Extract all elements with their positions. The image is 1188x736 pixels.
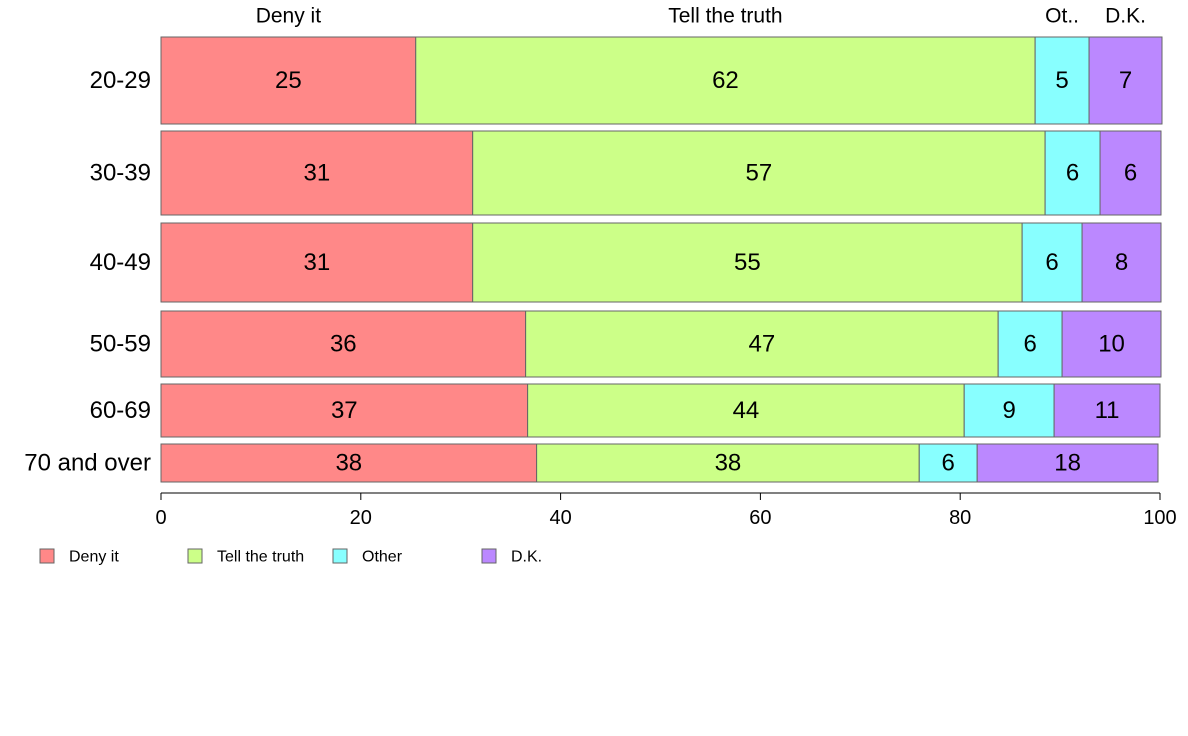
bar-value-label: 31 [303, 160, 330, 187]
bar-40-49-d-k [1081, 222, 1162, 303]
legend-label-other: Other [362, 549, 403, 566]
bar-value-label: 10 [1098, 331, 1125, 358]
top-label-ot: Ot.. [1045, 5, 1079, 28]
bar-value-label: 57 [746, 160, 773, 187]
row-labels: 20-29 30-39 40-49 50-59 60-69 70 and over [24, 67, 151, 477]
bar-value-label: 6 [1023, 331, 1036, 358]
row-label-70-and-over: 70 and over [24, 450, 151, 477]
bar-20-29-deny-it [160, 36, 417, 125]
x-tick-label: 60 [749, 507, 771, 529]
bar-value-label: 18 [1054, 450, 1081, 477]
bar-50-59-tell-the-truth [525, 310, 999, 378]
bar-70-and-over-tell-the-truth [536, 443, 920, 483]
row-label-40-49: 40-49 [90, 249, 151, 276]
bar-value-label: 31 [303, 249, 330, 276]
row-label-20-29: 20-29 [90, 67, 151, 94]
row-label-50-59: 50-59 [90, 331, 151, 358]
bar-30-39-d-k [1099, 130, 1162, 216]
row-label-60-69: 60-69 [90, 397, 151, 424]
bar-30-39-deny-it [160, 130, 474, 216]
legend-label-deny-it: Deny it [69, 549, 119, 566]
row-label-30-39: 30-39 [90, 160, 151, 187]
x-tick-label: 0 [155, 507, 166, 529]
bar-value-label: 9 [1002, 397, 1015, 424]
bar-value-label: 36 [330, 331, 357, 358]
bar-40-49-deny-it [160, 222, 474, 303]
bar-60-69-tell-the-truth [527, 383, 965, 438]
top-label-tell-the-truth: Tell the truth [668, 5, 782, 28]
top-category-labels: Deny it Tell the truth Ot.. D.K. [256, 5, 1146, 28]
legend-swatch-d-k [481, 548, 497, 564]
bar-value-label: 44 [733, 397, 760, 424]
bar-value-label: 7 [1119, 67, 1132, 94]
legend-swatch-other [332, 548, 348, 564]
legend: Deny it Tell the truth Other D.K. [39, 548, 542, 566]
bar-value-label: 8 [1115, 249, 1128, 276]
bar-value-label: 38 [335, 450, 362, 477]
bar-60-69-other [963, 383, 1055, 438]
top-label-deny-it: Deny it [256, 5, 322, 28]
bar-value-label: 38 [715, 450, 742, 477]
bar-value-label: 5 [1055, 67, 1068, 94]
bar-value-label: 62 [712, 67, 739, 94]
bar-50-59-deny-it [160, 310, 527, 378]
bar-40-49-tell-the-truth [472, 222, 1023, 303]
legend-swatch-deny-it [39, 548, 55, 564]
bar-value-label: 6 [1066, 160, 1079, 187]
bar-70-and-over-other [918, 443, 978, 483]
bar-60-69-deny-it [160, 383, 529, 438]
x-axis: 0 20 40 60 80 100 [155, 492, 1177, 529]
bar-50-59-d-k [1061, 310, 1162, 378]
x-tick-label: 100 [1143, 507, 1176, 529]
bar-value-label: 37 [331, 397, 358, 424]
bar-20-29-other [1034, 36, 1090, 125]
x-tick-label: 80 [949, 507, 971, 529]
bar-30-39-tell-the-truth [472, 130, 1046, 216]
bar-value-label: 25 [275, 67, 302, 94]
bar-70-and-over-deny-it [160, 443, 538, 483]
bar-value-label: 6 [1045, 249, 1058, 276]
legend-label-d-k: D.K. [511, 549, 542, 566]
x-tick-label: 40 [549, 507, 571, 529]
bar-value-label: 47 [749, 331, 776, 358]
bar-value-label: 6 [1124, 160, 1137, 187]
legend-label-tell-the-truth: Tell the truth [217, 549, 304, 566]
x-tick-label: 20 [350, 507, 372, 529]
bar-value-label: 55 [734, 249, 761, 276]
bar-60-69-d-k [1053, 383, 1161, 438]
bar-70-and-over-d-k [976, 443, 1159, 483]
top-label-d-k: D.K. [1105, 5, 1146, 28]
bar-value-label: 11 [1095, 397, 1120, 424]
legend-swatch-tell-the-truth [187, 548, 203, 564]
bar-30-39-other [1044, 130, 1101, 216]
bar-20-29-d-k [1088, 36, 1163, 125]
bar-20-29-tell-the-truth [415, 36, 1036, 125]
bar-value-label: 6 [942, 450, 955, 477]
